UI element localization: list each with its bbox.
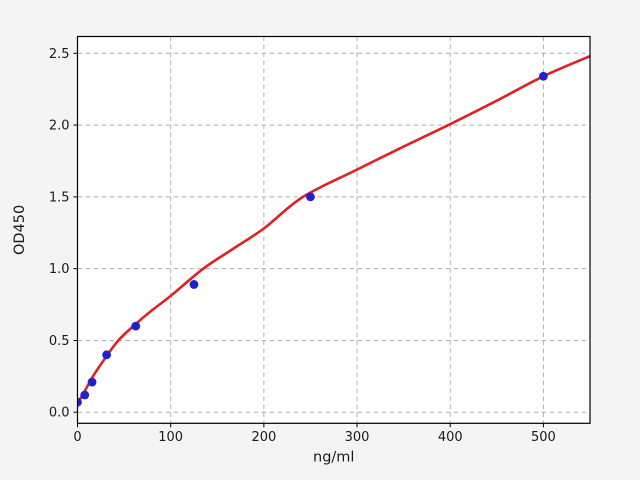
gridlines — [77, 36, 590, 424]
data-layer — [77, 54, 590, 407]
y-tick-label: 1.0 — [49, 262, 70, 277]
x-tick-label: 300 — [345, 430, 370, 445]
y-axis-label: OD450 — [12, 205, 28, 255]
data-point — [539, 71, 548, 81]
data-point — [102, 350, 112, 360]
x-tick-label: 100 — [158, 430, 183, 445]
y-tick-label: 1.5 — [49, 190, 70, 205]
data-point — [131, 321, 141, 331]
y-tick-label: 0.0 — [49, 406, 70, 421]
data-point — [189, 280, 199, 289]
fit-curve-line — [77, 54, 590, 405]
data-point — [87, 377, 97, 387]
data-point — [80, 390, 90, 400]
axis-ticks: 0 100 200 300 400 500 0.0 0.5 1.0 1.5 2.0 2.5 — [49, 47, 556, 445]
x-tick-label: 0 — [73, 430, 81, 445]
axes-spines — [76, 35, 591, 424]
x-tick-label: 200 — [251, 430, 276, 445]
data-point — [306, 192, 315, 202]
y-tick-label: 0.5 — [49, 334, 70, 349]
data-point — [77, 397, 82, 407]
y-tick-label: 2.5 — [49, 47, 70, 62]
x-tick-label: 500 — [531, 430, 556, 445]
x-axis-label: ng/ml — [313, 449, 354, 465]
plot-area — [77, 36, 590, 424]
x-tick-label: 400 — [438, 430, 463, 445]
y-tick-label: 2.0 — [49, 119, 70, 134]
